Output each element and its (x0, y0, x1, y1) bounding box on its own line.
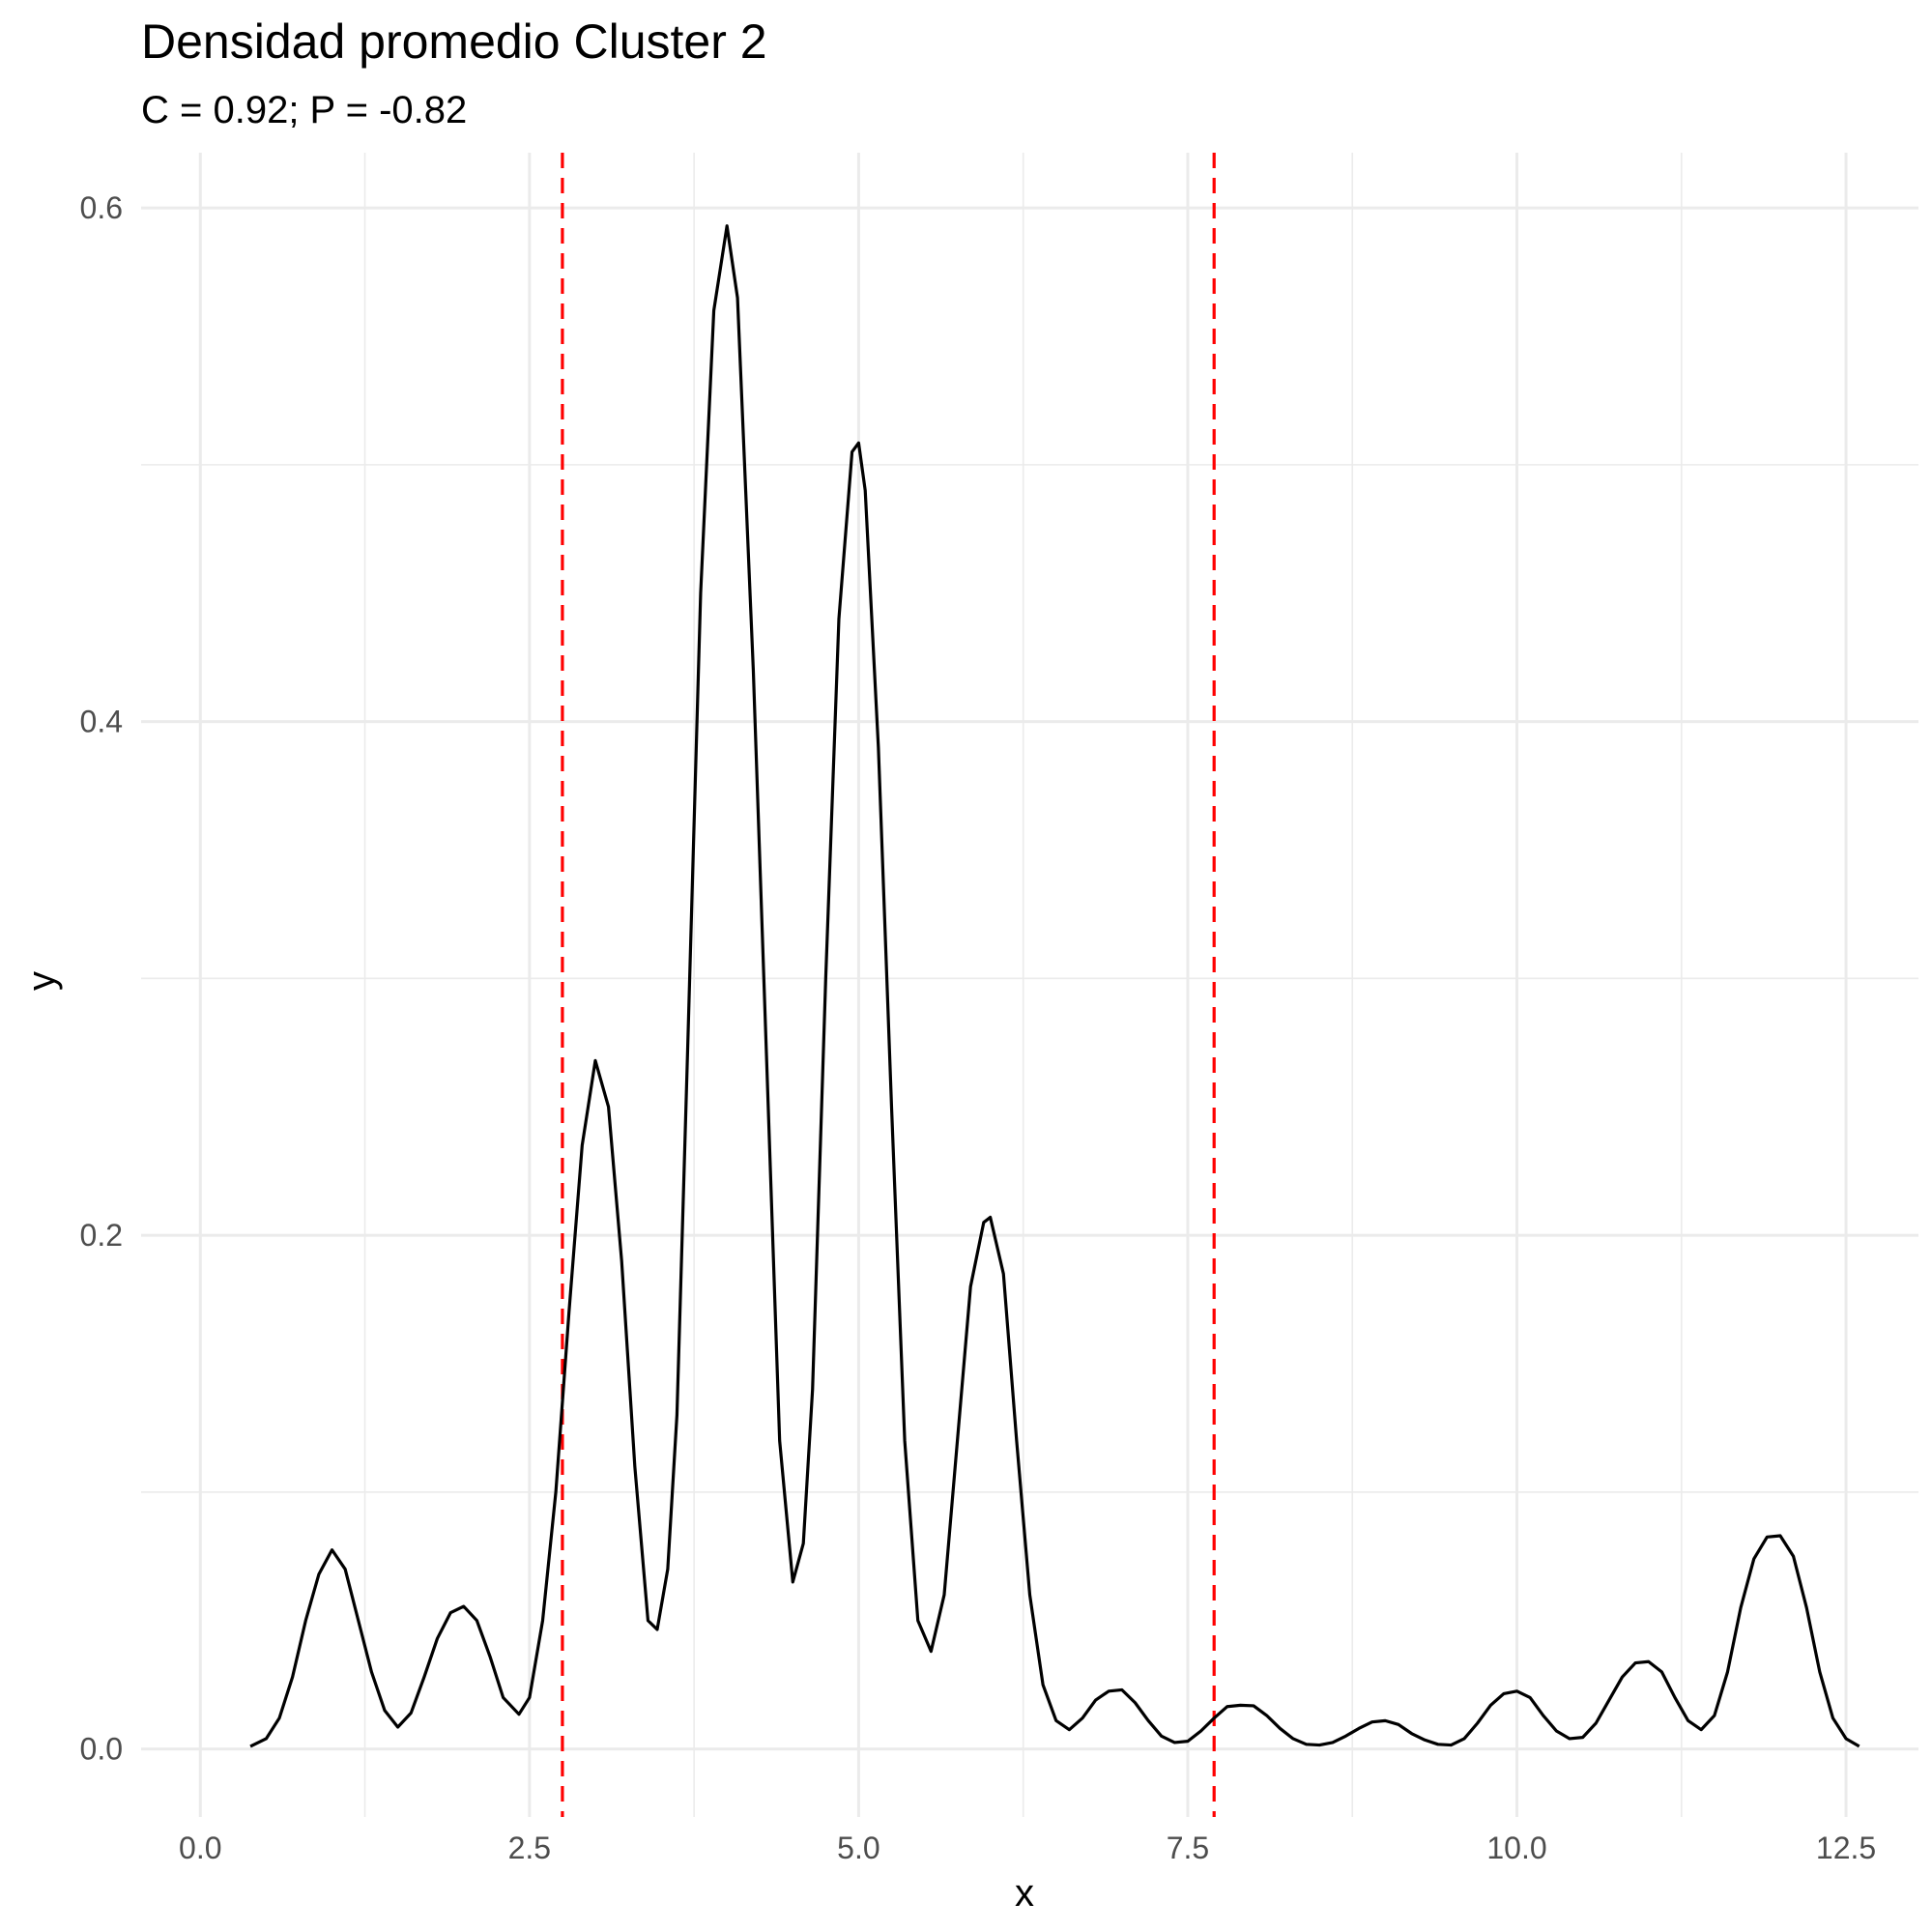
series-layer (249, 224, 1860, 1748)
density-line (249, 224, 1860, 1748)
x-axis-title: x (1015, 1872, 1034, 1915)
chart-title: Densidad promedio Cluster 2 (141, 14, 767, 69)
y-axis-ticks: 0.0 0.2 0.4 0.6 (80, 190, 123, 1766)
x-tick-label: 10.0 (1486, 1831, 1546, 1865)
x-tick-label: 5.0 (837, 1831, 879, 1865)
y-tick-label: 0.4 (80, 705, 123, 739)
y-axis-title: y (20, 971, 63, 991)
x-axis-ticks: 0.0 2.5 5.0 7.5 10.0 12.5 (179, 1831, 1876, 1865)
chart-subtitle: C = 0.92; P = -0.82 (141, 89, 467, 131)
y-tick-label: 0.2 (80, 1218, 123, 1253)
y-tick-label: 0.0 (80, 1732, 123, 1767)
x-tick-label: 2.5 (508, 1831, 551, 1865)
grid (141, 153, 1918, 1817)
x-tick-label: 0.0 (179, 1831, 221, 1865)
x-tick-label: 7.5 (1167, 1831, 1209, 1865)
y-tick-label: 0.6 (80, 190, 123, 225)
reference-lines (561, 153, 1216, 1817)
x-tick-label: 12.5 (1816, 1831, 1876, 1865)
